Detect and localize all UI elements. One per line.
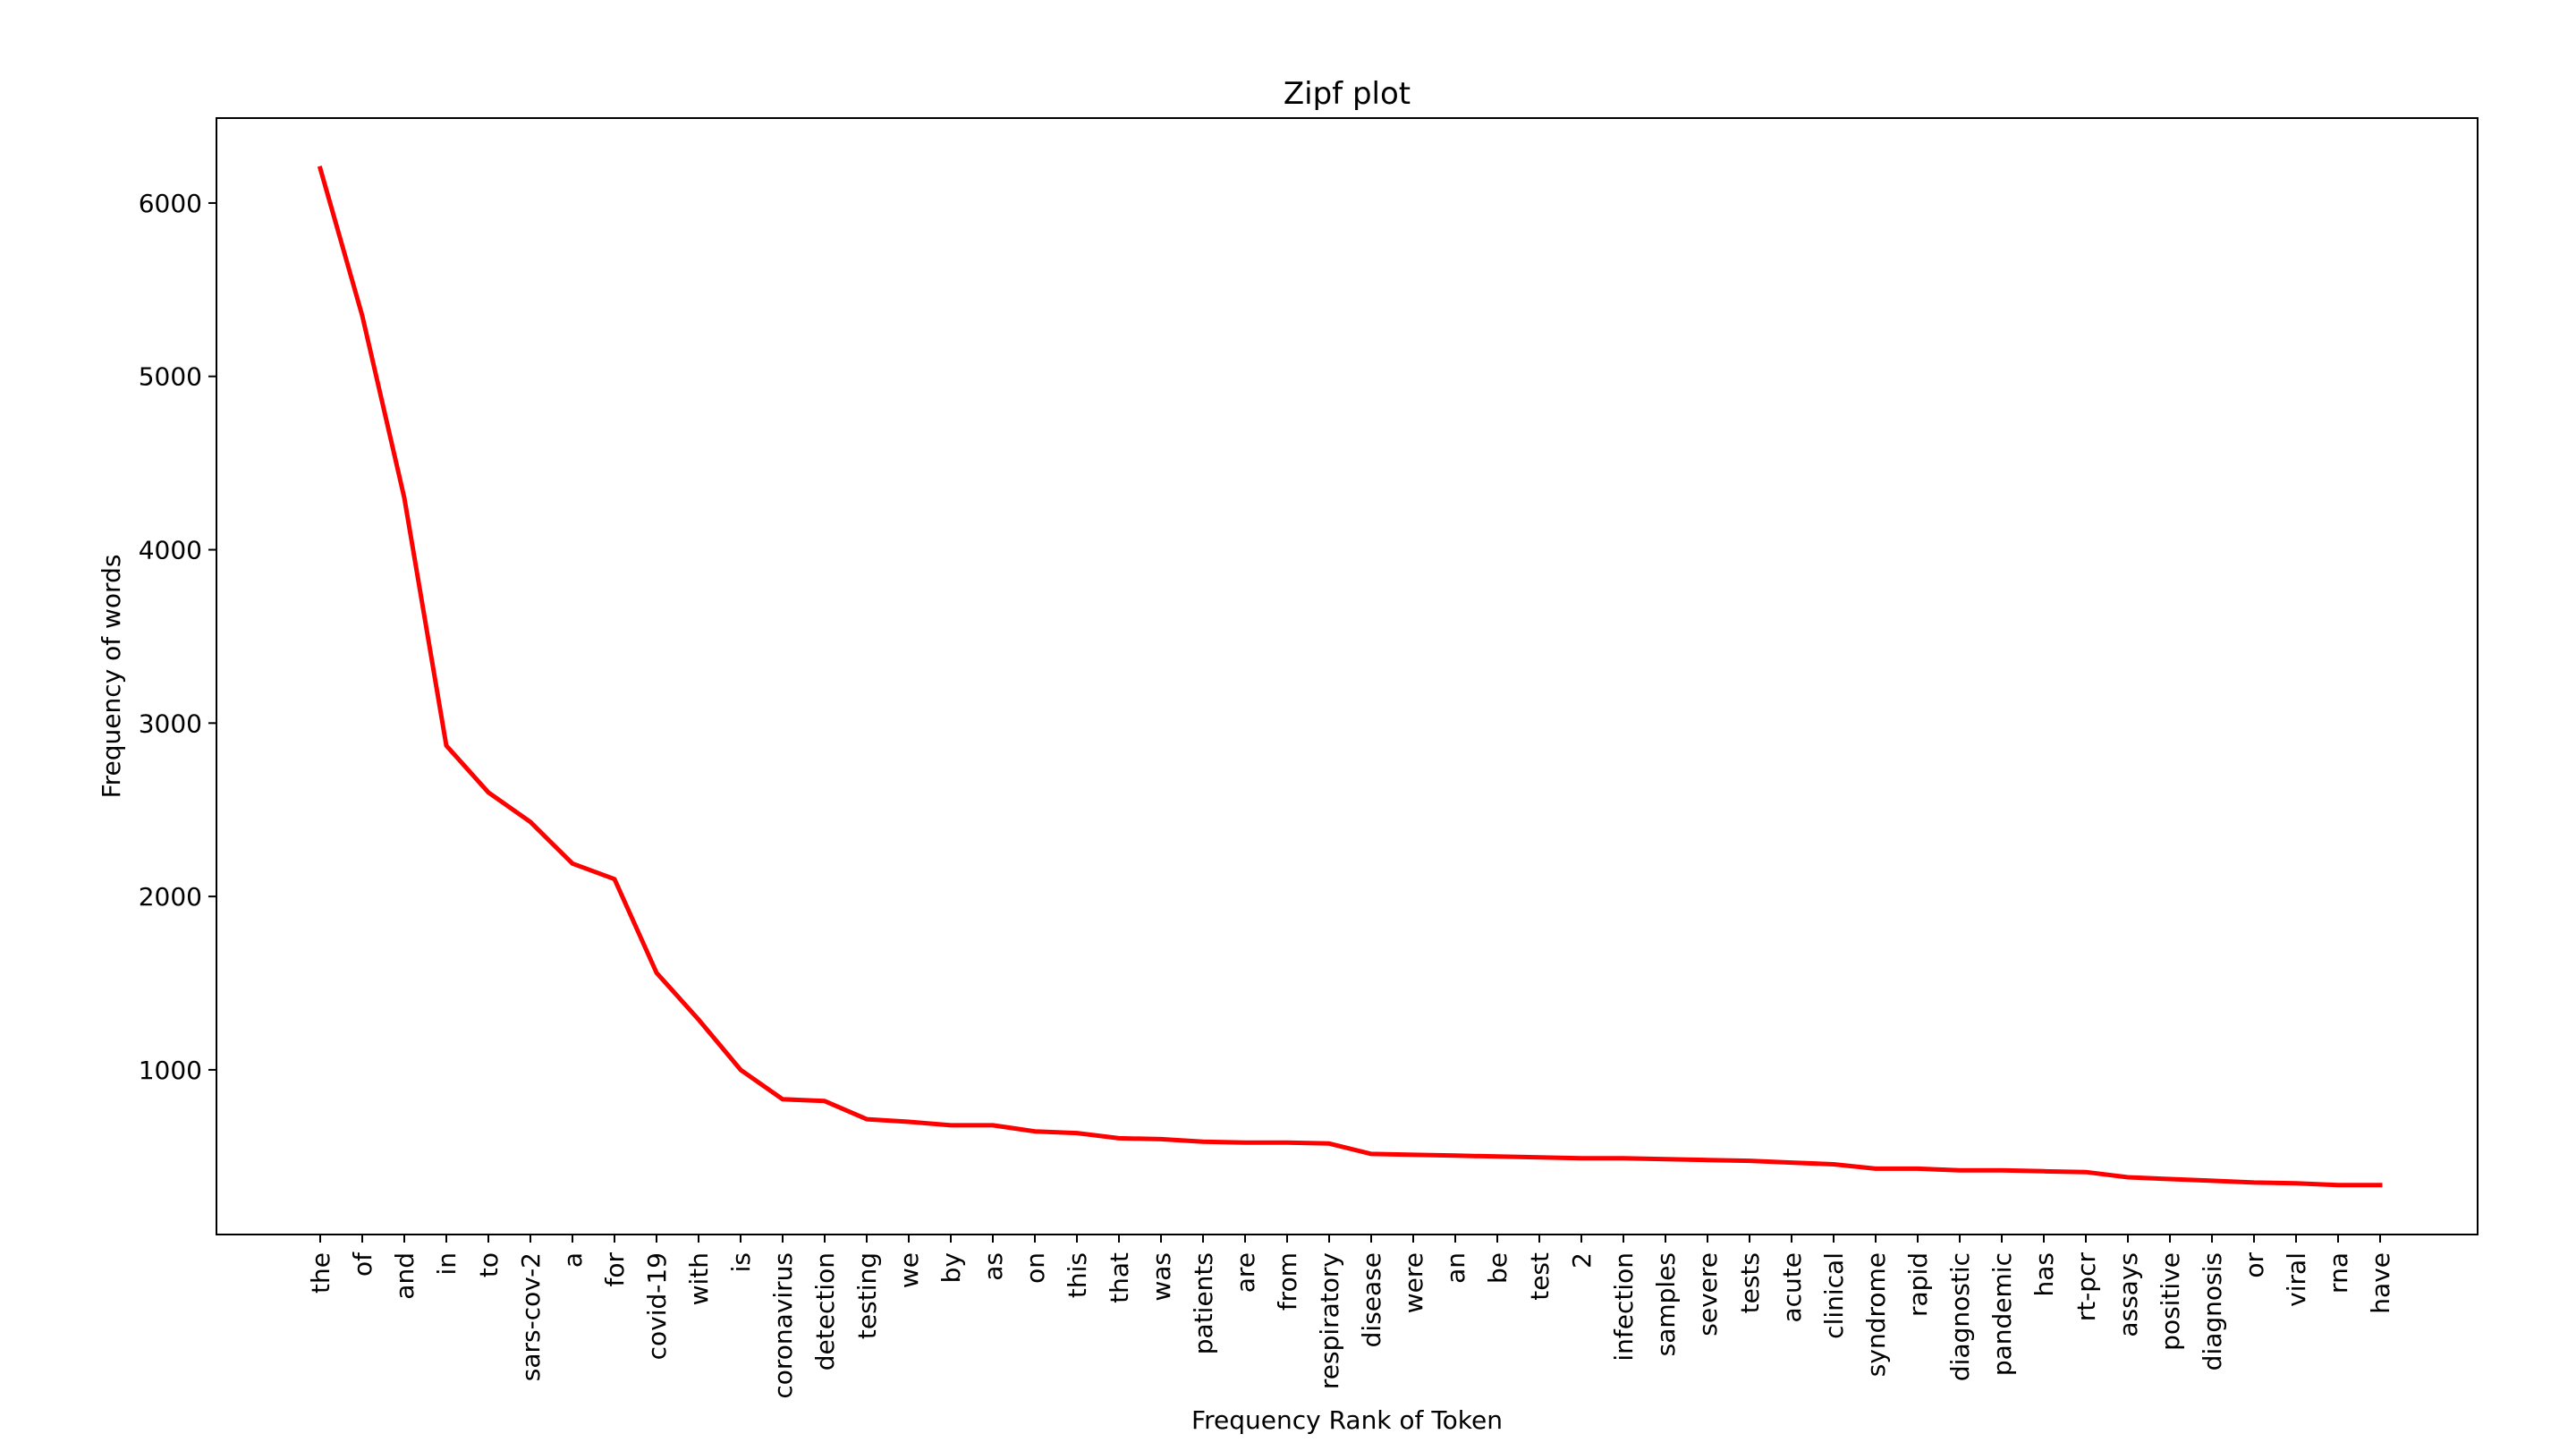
x-tick-label: clinical bbox=[1819, 1252, 1849, 1339]
series-layer bbox=[317, 165, 2383, 1188]
x-tick-label: by bbox=[936, 1252, 966, 1283]
plot-frame bbox=[216, 117, 2479, 1235]
y-tick-label: 2000 bbox=[139, 882, 202, 912]
x-tick-label: and bbox=[390, 1252, 419, 1300]
x-tick-label: rt-pcr bbox=[2072, 1252, 2101, 1322]
x-tick-label: were bbox=[1399, 1252, 1428, 1313]
x-tick-label: testing bbox=[852, 1252, 882, 1339]
x-tick-label: samples bbox=[1651, 1252, 1681, 1356]
x-tick-label: for bbox=[600, 1252, 630, 1287]
x-tick-label: detection bbox=[810, 1252, 840, 1370]
x-tick-label: covid-19 bbox=[642, 1252, 672, 1360]
x-tick-label: pandemic bbox=[1987, 1252, 2017, 1376]
y-tick-label: 4000 bbox=[139, 536, 202, 565]
x-tick-label: positive bbox=[2156, 1252, 2185, 1351]
x-tick-label: infection bbox=[1609, 1252, 1639, 1362]
x-tick-label: diagnostic bbox=[1945, 1252, 1975, 1381]
x-tick-label: this bbox=[1063, 1252, 1092, 1298]
x-tick-label: a bbox=[558, 1252, 588, 1268]
x-tick-label: patients bbox=[1189, 1252, 1218, 1354]
x-tick-label: sars-cov-2 bbox=[516, 1252, 546, 1381]
x-tick-label: acute bbox=[1777, 1252, 1807, 1323]
x-tick-label: was bbox=[1147, 1252, 1176, 1302]
x-tick-label: 2 bbox=[1567, 1252, 1597, 1269]
x-tick-label: to bbox=[474, 1252, 504, 1277]
x-tick-label: test bbox=[1525, 1252, 1555, 1301]
x-tick-label: respiratory bbox=[1315, 1252, 1344, 1389]
x-tick-label: rna bbox=[2324, 1252, 2353, 1294]
x-tick-label: with bbox=[684, 1252, 714, 1305]
x-tick-label: on bbox=[1021, 1252, 1050, 1284]
x-tick-label: the bbox=[306, 1252, 335, 1294]
x-tick-label: disease bbox=[1357, 1252, 1386, 1347]
chart-title: Zipf plot bbox=[1284, 76, 1411, 112]
x-tick-label: severe bbox=[1693, 1252, 1723, 1336]
x-tick-label: tests bbox=[1735, 1252, 1765, 1313]
y-tick-label: 6000 bbox=[139, 189, 202, 218]
x-tick-label: of bbox=[348, 1252, 377, 1277]
x-tick-label: is bbox=[726, 1252, 756, 1272]
x-tick-label: coronavirus bbox=[768, 1252, 798, 1399]
x-tick-label: that bbox=[1105, 1252, 1134, 1303]
x-tick-label: has bbox=[2029, 1252, 2059, 1297]
x-tick-label: an bbox=[1441, 1252, 1470, 1284]
x-axis-title: Frequency Rank of Token bbox=[1191, 1405, 1503, 1435]
x-tick-label: in bbox=[432, 1252, 462, 1276]
x-tick-label: syndrome bbox=[1861, 1252, 1891, 1377]
y-axis: 1000 2000 3000 4000 5000 6000 bbox=[139, 189, 216, 1085]
y-tick-label: 1000 bbox=[139, 1056, 202, 1085]
x-tick-label: diagnosis bbox=[2198, 1252, 2227, 1370]
x-tick-label: be bbox=[1483, 1252, 1513, 1284]
x-tick-label: as bbox=[979, 1252, 1008, 1281]
x-tick-label: are bbox=[1231, 1252, 1260, 1293]
series-line bbox=[317, 165, 2383, 1188]
x-tick-label: or bbox=[2240, 1252, 2269, 1278]
x-tick-label: rapid bbox=[1903, 1252, 1933, 1317]
x-tick-label: assays bbox=[2114, 1252, 2143, 1337]
x-tick-label: we bbox=[894, 1252, 924, 1288]
x-tick-label: viral bbox=[2282, 1252, 2311, 1307]
y-tick-label: 5000 bbox=[139, 362, 202, 392]
x-axis: the of and in to sars-cov-2 a for covid-19 with is… bbox=[306, 1235, 2395, 1399]
y-tick-label: 3000 bbox=[139, 709, 202, 738]
y-axis-title: Frequency of words bbox=[97, 555, 126, 799]
x-tick-label: from bbox=[1273, 1252, 1302, 1311]
x-tick-label: have bbox=[2366, 1252, 2395, 1314]
